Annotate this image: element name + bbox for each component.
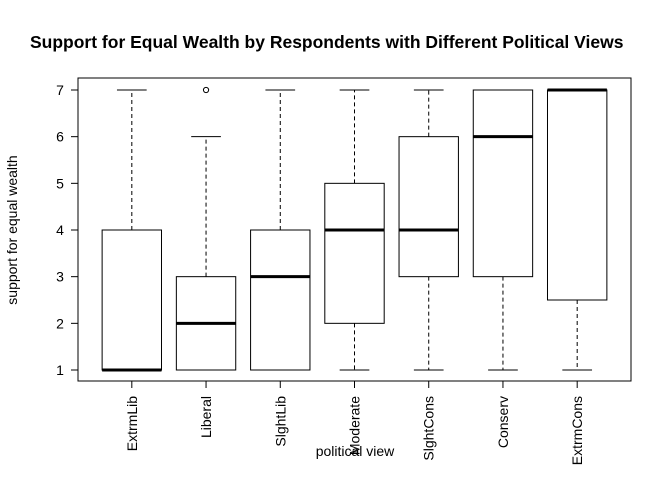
y-tick-label: 2 <box>56 315 64 331</box>
x-tick-label: Moderate <box>347 396 363 455</box>
box-group <box>324 89 385 371</box>
x-tick-label: Liberal <box>198 396 214 438</box>
y-tick-label: 6 <box>56 129 64 145</box>
box <box>398 136 459 278</box>
y-axis: 1 2 3 4 5 6 7 <box>56 82 79 378</box>
box <box>324 182 385 324</box>
outlier-point <box>202 86 210 94</box>
box-group <box>398 89 459 371</box>
x-axis-label: political view <box>316 443 395 459</box>
box <box>546 89 608 301</box>
box-group <box>175 86 237 371</box>
x-tick-label: SlghtCons <box>421 396 437 461</box>
y-axis-label: support for equal wealth <box>4 155 20 304</box>
box <box>250 229 311 371</box>
box-group <box>250 89 311 371</box>
box <box>101 229 163 371</box>
x-tick-label: ExtrmLib <box>124 396 140 451</box>
box-group <box>546 88 608 371</box>
boxes <box>101 86 608 372</box>
y-tick-label: 3 <box>56 269 64 285</box>
y-tick-label: 5 <box>56 175 64 191</box>
box <box>472 89 534 278</box>
x-axis: ExtrmLib Liberal SlghtLib Moderate SlghtCons… <box>124 380 585 465</box>
x-tick-label: SlghtLib <box>272 396 288 447</box>
x-tick-label: Conserv <box>495 396 511 448</box>
chart-title: Support for Equal Wealth by Respondents … <box>30 32 624 52</box>
box-group <box>101 89 163 372</box>
y-tick-label: 7 <box>56 82 64 98</box>
y-tick-label: 4 <box>56 222 64 238</box>
y-tick-label: 1 <box>56 362 64 378</box>
box-group <box>472 89 534 371</box>
x-tick-label: ExtrmCons <box>569 396 585 465</box>
